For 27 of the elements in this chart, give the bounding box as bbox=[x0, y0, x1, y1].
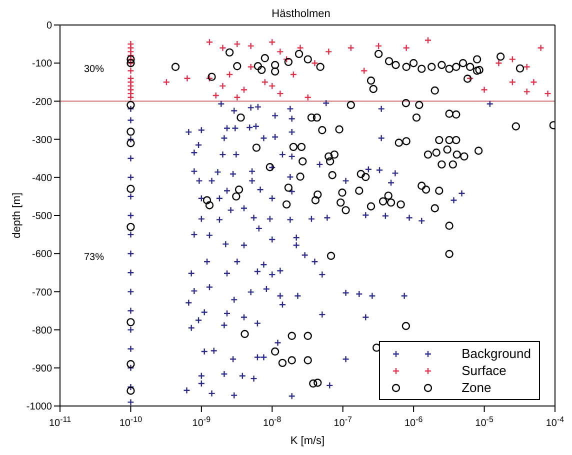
y-tick-label: -200 bbox=[32, 96, 52, 108]
legend-label: Zone bbox=[462, 380, 492, 395]
y-tick-label: -900 bbox=[32, 363, 52, 374]
x-tick-label: 10$^{-5}$ bbox=[475, 414, 494, 429]
y-tick-label: -100 bbox=[32, 58, 52, 70]
legend-label: Surface bbox=[462, 363, 506, 378]
y-tick-label: 0 bbox=[46, 20, 52, 32]
x-tick-label: 10$^{-8}$ bbox=[263, 414, 282, 429]
x-tick-label: 10$^{-6}$ bbox=[404, 414, 424, 429]
x-tick-label: 10$^{-7}$ bbox=[334, 414, 353, 429]
y-tick-label: -1000 bbox=[26, 402, 52, 413]
x-axis-title: K [m/s] bbox=[290, 435, 325, 447]
y-tick-label: -700 bbox=[32, 287, 52, 298]
y-axis-title: depth [m] bbox=[10, 192, 23, 238]
x-tick-label: 10$^{-10}$ bbox=[119, 414, 143, 429]
annotation: 73% bbox=[84, 252, 104, 263]
x-tick-label: 10$^{-9}$ bbox=[192, 414, 212, 429]
x-tick-label: 10$^{-4}$ bbox=[546, 414, 565, 429]
y-tick-label: -500 bbox=[32, 211, 52, 222]
x-tick-label: 10$^{-11}$ bbox=[48, 414, 72, 429]
y-tick-label: -800 bbox=[32, 325, 52, 336]
chart-title: Hästholmen bbox=[270, 8, 332, 20]
legend-label: Background bbox=[462, 346, 531, 361]
annotation: 30% bbox=[84, 64, 104, 75]
y-tick-label: -300 bbox=[32, 134, 52, 146]
y-tick-label: -400 bbox=[32, 172, 52, 184]
y-tick-label: -600 bbox=[32, 249, 52, 260]
